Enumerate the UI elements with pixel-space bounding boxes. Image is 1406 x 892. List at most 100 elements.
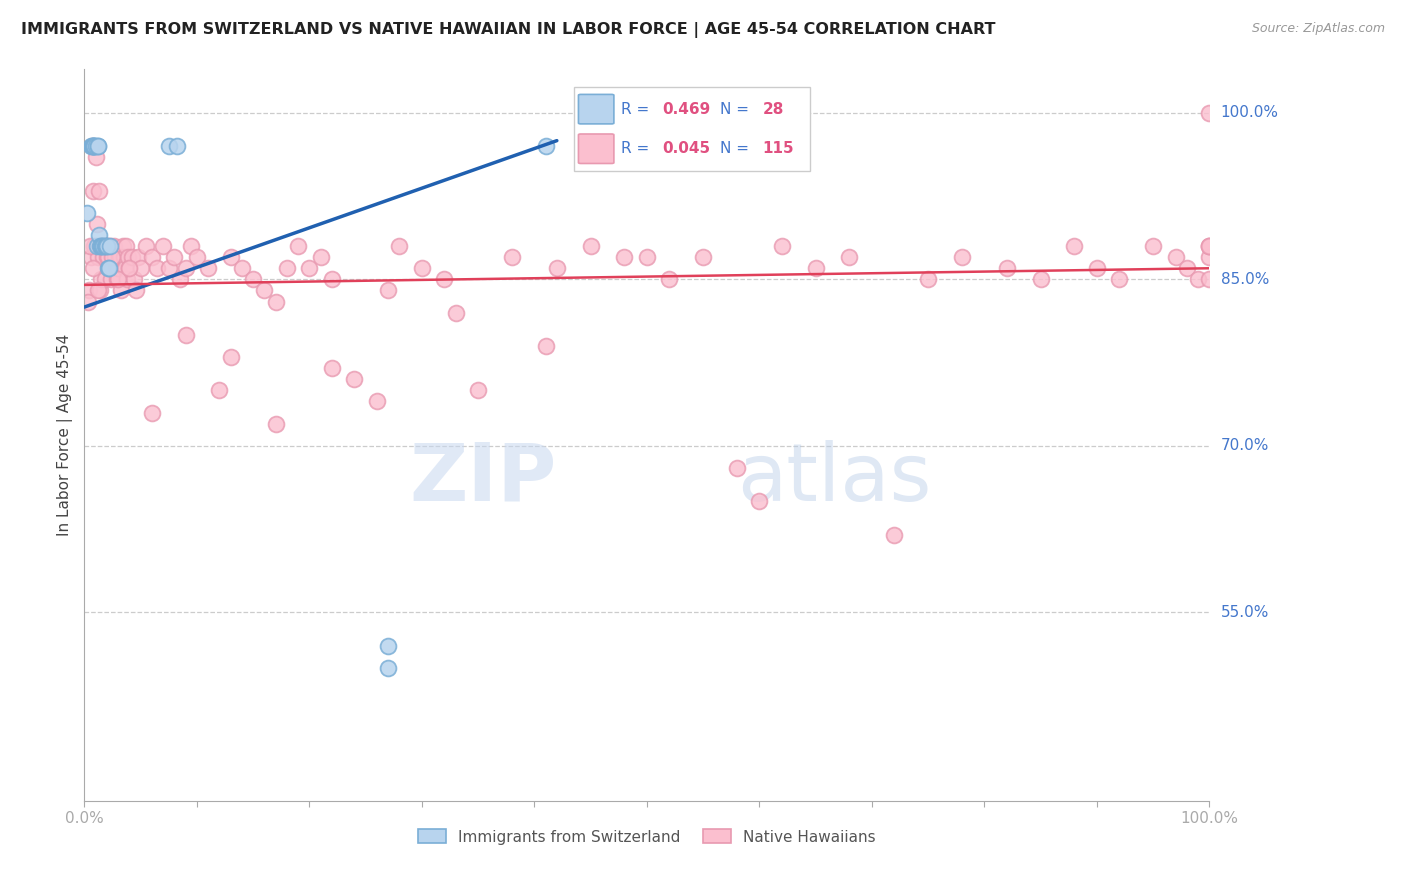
Point bbox=[388, 239, 411, 253]
Text: ZIP: ZIP bbox=[409, 440, 557, 517]
Point bbox=[93, 239, 115, 253]
Point bbox=[117, 250, 139, 264]
Point bbox=[110, 284, 132, 298]
Point bbox=[276, 261, 298, 276]
Point bbox=[1187, 272, 1209, 286]
Point bbox=[96, 239, 118, 253]
Point bbox=[1175, 261, 1198, 276]
Point bbox=[174, 327, 197, 342]
Point bbox=[180, 239, 202, 253]
Point bbox=[101, 250, 124, 264]
Point bbox=[309, 250, 332, 264]
Point bbox=[1198, 239, 1220, 253]
Point bbox=[83, 239, 105, 253]
Text: IMMIGRANTS FROM SWITZERLAND VS NATIVE HAWAIIAN IN LABOR FORCE | AGE 45-54 CORREL: IMMIGRANTS FROM SWITZERLAND VS NATIVE HA… bbox=[21, 22, 995, 38]
Point bbox=[83, 139, 105, 153]
Point bbox=[97, 250, 120, 264]
Point bbox=[84, 150, 107, 164]
Point bbox=[1063, 239, 1085, 253]
Point bbox=[93, 239, 115, 253]
Point bbox=[1198, 239, 1220, 253]
Point bbox=[98, 261, 121, 276]
Point bbox=[219, 250, 242, 264]
Point bbox=[174, 261, 197, 276]
Point bbox=[108, 250, 131, 264]
Point bbox=[118, 261, 141, 276]
Point bbox=[90, 272, 112, 286]
Point bbox=[87, 227, 110, 242]
Point bbox=[770, 239, 793, 253]
Point bbox=[152, 239, 174, 253]
Point bbox=[1108, 272, 1130, 286]
Point bbox=[748, 494, 770, 508]
Point bbox=[186, 250, 208, 264]
Point bbox=[636, 250, 658, 264]
Point bbox=[94, 239, 117, 253]
Point bbox=[83, 139, 105, 153]
Text: Source: ZipAtlas.com: Source: ZipAtlas.com bbox=[1251, 22, 1385, 36]
Point bbox=[97, 261, 120, 276]
Text: 85.0%: 85.0% bbox=[1220, 272, 1268, 287]
Point bbox=[110, 250, 132, 264]
Point bbox=[101, 261, 124, 276]
Point bbox=[82, 261, 104, 276]
Point bbox=[94, 239, 117, 253]
Point bbox=[98, 261, 121, 276]
Point bbox=[86, 239, 108, 253]
Point bbox=[157, 261, 180, 276]
Point bbox=[96, 250, 118, 264]
Text: 100.0%: 100.0% bbox=[1220, 105, 1278, 120]
Point bbox=[197, 261, 219, 276]
Point bbox=[111, 239, 134, 253]
Point bbox=[804, 261, 827, 276]
Point bbox=[264, 294, 287, 309]
Point bbox=[534, 339, 557, 353]
Point bbox=[114, 261, 136, 276]
Point bbox=[87, 250, 110, 264]
Point bbox=[79, 239, 101, 253]
Point bbox=[87, 139, 110, 153]
Point bbox=[121, 250, 143, 264]
Point bbox=[77, 284, 100, 298]
Point bbox=[343, 372, 366, 386]
Point bbox=[883, 527, 905, 541]
Point bbox=[104, 261, 127, 276]
Point bbox=[467, 384, 489, 398]
Text: atlas: atlas bbox=[737, 440, 931, 517]
Point bbox=[377, 661, 399, 675]
Point bbox=[93, 272, 115, 286]
Point bbox=[100, 272, 122, 286]
Point bbox=[86, 217, 108, 231]
Point bbox=[377, 284, 399, 298]
Point bbox=[107, 261, 129, 276]
Point bbox=[146, 261, 169, 276]
Point bbox=[995, 261, 1018, 276]
Point bbox=[917, 272, 939, 286]
Point bbox=[321, 361, 343, 376]
Point bbox=[169, 272, 191, 286]
Point bbox=[82, 184, 104, 198]
Point bbox=[82, 139, 104, 153]
Point bbox=[1198, 272, 1220, 286]
Point bbox=[444, 305, 467, 319]
Point bbox=[366, 394, 388, 409]
Point bbox=[84, 139, 107, 153]
Point bbox=[411, 261, 433, 276]
Point bbox=[80, 250, 103, 264]
Point bbox=[157, 139, 180, 153]
Point bbox=[321, 272, 343, 286]
Point bbox=[1198, 106, 1220, 120]
Point bbox=[725, 461, 748, 475]
Point bbox=[546, 261, 568, 276]
Point bbox=[98, 239, 121, 253]
Point bbox=[96, 239, 118, 253]
Point bbox=[76, 206, 98, 220]
Point bbox=[163, 250, 186, 264]
Point bbox=[534, 139, 557, 153]
Point bbox=[80, 139, 103, 153]
Point bbox=[112, 250, 135, 264]
Y-axis label: In Labor Force | Age 45-54: In Labor Force | Age 45-54 bbox=[58, 334, 73, 536]
Point bbox=[122, 272, 145, 286]
Point bbox=[118, 261, 141, 276]
Point bbox=[501, 250, 523, 264]
